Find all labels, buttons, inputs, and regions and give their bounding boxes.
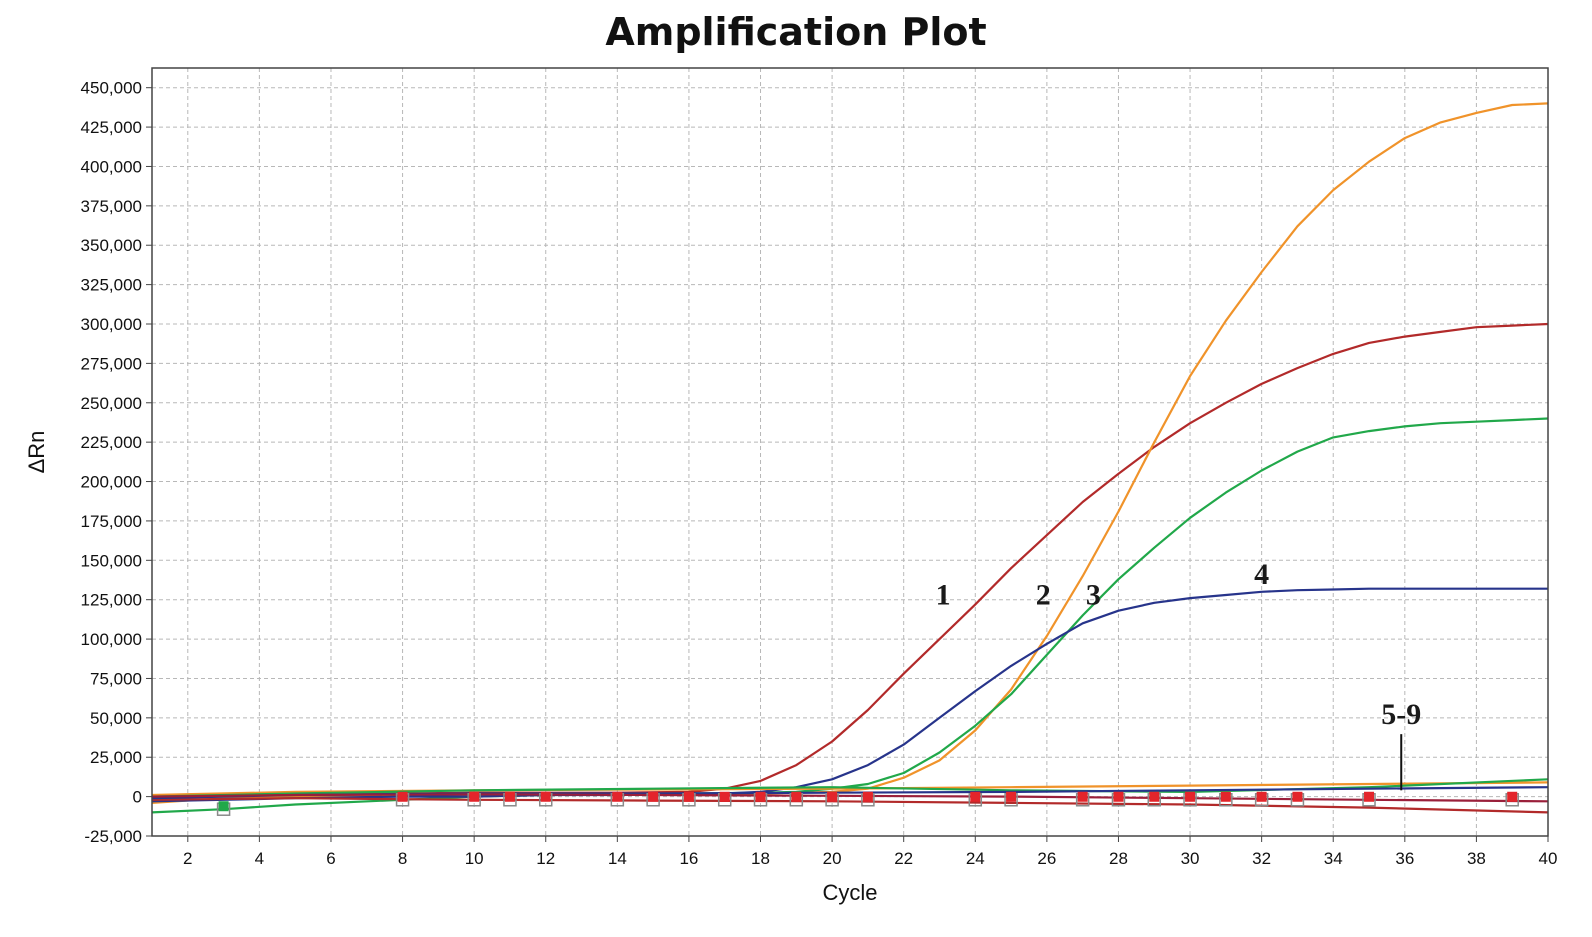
marker-point — [755, 791, 766, 802]
annotation-label: 5-9 — [1381, 698, 1421, 731]
series-lines — [151, 102, 1549, 814]
x-tick-label: 28 — [1109, 849, 1128, 868]
y-tick-label: -25,000 — [84, 827, 142, 846]
marker-point — [1149, 791, 1160, 802]
marker-point — [1077, 791, 1088, 802]
plot-frame — [151, 67, 1549, 837]
y-tick-label: 450,000 — [81, 79, 142, 98]
y-tick-label: 300,000 — [81, 315, 142, 334]
x-tick-label: 4 — [255, 849, 264, 868]
x-tick-label: 36 — [1395, 849, 1414, 868]
x-tick-label: 2 — [183, 849, 192, 868]
chart-title: Amplification Plot — [605, 10, 987, 54]
y-tick-label: 275,000 — [81, 354, 142, 373]
marker-point — [1113, 791, 1124, 802]
y-axis-label: ΔRn — [24, 431, 49, 474]
series-line-3 — [151, 417, 1549, 814]
y-tick-label: 200,000 — [81, 473, 142, 492]
y-tick-label: 375,000 — [81, 197, 142, 216]
x-axis-ticks: 2 4 6 8 10 12 14 16 18 20 22 24 26 28 30 32 34 36 38 40 — [183, 836, 1557, 868]
y-tick-label: 425,000 — [81, 118, 142, 137]
marker-point — [1292, 791, 1303, 802]
marker-point — [648, 791, 659, 802]
marker-point — [469, 791, 480, 802]
x-tick-label: 10 — [465, 849, 484, 868]
y-tick-label: 125,000 — [81, 591, 142, 610]
x-tick-label: 8 — [398, 849, 407, 868]
curve-annotations: 1 2 3 4 5-9 — [936, 558, 1421, 791]
y-tick-label: 175,000 — [81, 512, 142, 531]
marker-point — [827, 791, 838, 802]
marker-point — [862, 791, 873, 802]
x-tick-label: 30 — [1181, 849, 1200, 868]
marker-point — [970, 791, 981, 802]
grid-lines — [152, 68, 1549, 837]
x-tick-label: 24 — [966, 849, 985, 868]
x-tick-label: 40 — [1539, 849, 1558, 868]
x-tick-label: 6 — [326, 849, 335, 868]
y-tick-label: 0 — [133, 788, 142, 807]
x-axis-label: Cycle — [822, 880, 877, 905]
marker-point — [1006, 791, 1017, 802]
marker-point — [1364, 791, 1375, 802]
marker-point — [719, 791, 730, 802]
y-tick-label: 25,000 — [90, 748, 142, 767]
marker-point — [504, 791, 515, 802]
y-tick-label: 100,000 — [81, 630, 142, 649]
x-tick-label: 38 — [1467, 849, 1486, 868]
x-tick-label: 26 — [1037, 849, 1056, 868]
marker-point — [683, 791, 694, 802]
marker-point — [1507, 791, 1518, 802]
marker-point — [540, 791, 551, 802]
y-tick-label: 250,000 — [81, 394, 142, 413]
y-tick-label: 150,000 — [81, 551, 142, 570]
series-line-1 — [151, 322, 1549, 800]
marker-point — [218, 801, 229, 812]
x-tick-label: 18 — [751, 849, 770, 868]
series-line-4 — [151, 587, 1548, 803]
marker-point — [1220, 791, 1231, 802]
y-axis-ticks: -25,000 0 25,000 50,000 75,000 100,000 125,000… — [81, 79, 152, 846]
x-tick-label: 14 — [608, 849, 627, 868]
marker-point — [1256, 791, 1267, 802]
marker-point — [397, 791, 408, 802]
marker-point — [791, 791, 802, 802]
annotation-label: 1 — [936, 578, 951, 611]
annotation-label: 4 — [1254, 558, 1269, 591]
annotation-label: 2 — [1036, 578, 1051, 611]
x-tick-label: 32 — [1252, 849, 1271, 868]
y-tick-label: 350,000 — [81, 236, 142, 255]
y-tick-label: 400,000 — [81, 157, 142, 176]
y-tick-label: 225,000 — [81, 433, 142, 452]
x-tick-label: 34 — [1324, 849, 1343, 868]
y-tick-label: 325,000 — [81, 276, 142, 295]
x-tick-label: 20 — [823, 849, 842, 868]
x-tick-label: 22 — [894, 849, 913, 868]
annotation-label: 3 — [1086, 578, 1101, 611]
y-tick-label: 50,000 — [90, 709, 142, 728]
marker-point — [612, 791, 623, 802]
x-tick-label: 12 — [536, 849, 555, 868]
series-line-2 — [151, 102, 1549, 804]
baseline-markers — [216, 791, 1519, 816]
marker-point — [1185, 791, 1196, 802]
x-tick-label: 16 — [679, 849, 698, 868]
y-tick-label: 75,000 — [90, 669, 142, 688]
